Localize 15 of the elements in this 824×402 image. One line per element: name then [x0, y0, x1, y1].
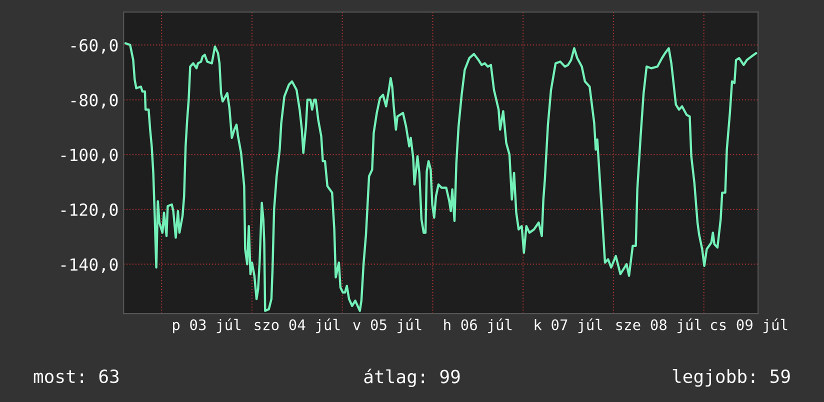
text: átlag: 99: [364, 368, 460, 388]
y-tick-label: -60,0: [71, 38, 118, 54]
y-tick-label: -100,0: [61, 148, 118, 164]
y-tick-label: -120,0: [61, 203, 118, 218]
x-tick-label: h 06 júl: [444, 318, 512, 334]
x-tick-label: cs 09 júl: [710, 318, 788, 334]
x-tick-label: v 05 júl: [353, 318, 422, 334]
y-tick-label: -140,0: [61, 258, 118, 273]
text: most: 63: [34, 370, 119, 384]
text: legjobb: 59: [672, 369, 790, 387]
x-tick-label: p 03 júl: [172, 318, 240, 334]
x-tick-label: szo 04 júl: [254, 318, 340, 334]
x-tick-label: k 07 júl: [534, 318, 602, 334]
y-tick-label: -80,0: [71, 94, 118, 108]
x-tick-label: sze 08 júl: [616, 318, 702, 334]
